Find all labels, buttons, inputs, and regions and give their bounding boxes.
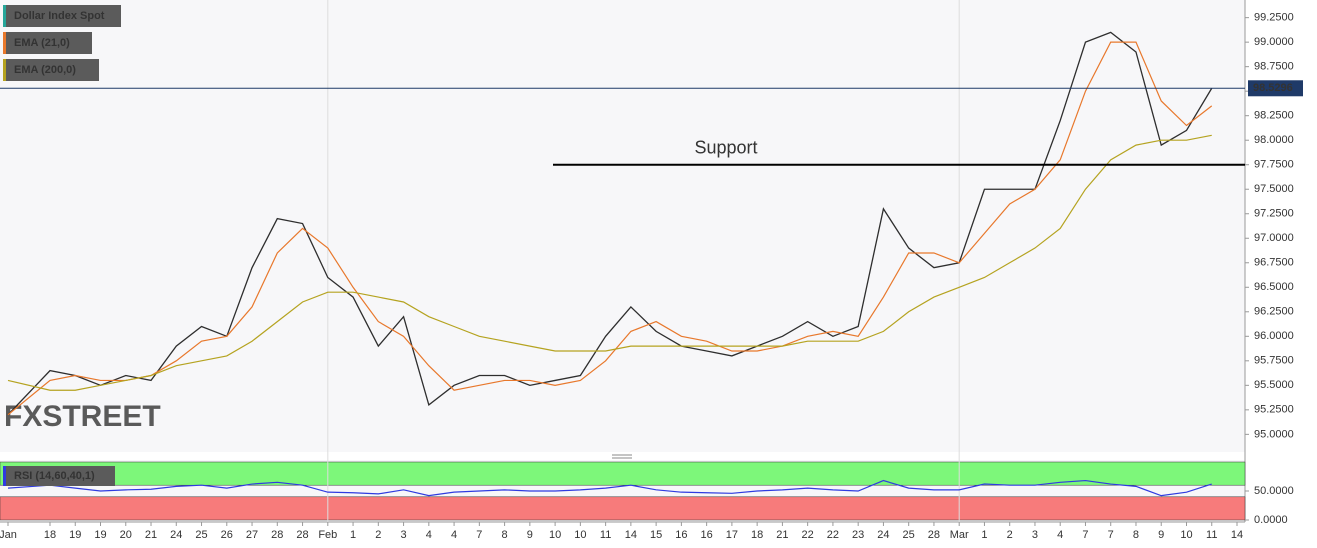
rsi-band [0,496,1246,521]
rsi-band [0,461,1246,486]
y-tick-label: 50.0000 [1254,485,1294,497]
x-tick-label: 14 [625,529,637,541]
legend-box [3,59,99,81]
x-tick-label: 7 [1082,529,1088,541]
x-tick-label: 19 [94,529,106,541]
x-tick-label: 23 [852,529,864,541]
x-tick-label: 1 [981,529,987,541]
y-tick-label: 97.7500 [1254,159,1294,171]
x-tick-label: 14 [1231,529,1243,541]
x-tick-label: 18 [44,529,56,541]
x-tick-label: 10 [574,529,586,541]
y-tick-label: 95.2500 [1254,404,1294,416]
y-tick-label: 98.7500 [1254,61,1294,73]
legend-swatch [3,466,6,486]
legend-box [3,32,92,54]
legend-box [3,466,115,486]
x-tick-label: 22 [802,529,814,541]
legend-label: EMA (200,0) [14,64,76,76]
x-tick-label: 8 [1133,529,1139,541]
x-tick-label: 9 [1158,529,1164,541]
legend-swatch [3,32,6,54]
legend-box [3,5,121,27]
x-tick-label: 18 [751,529,763,541]
series-line [7,41,1213,416]
x-tick-label: 16 [701,529,713,541]
x-tick-label: 25 [903,529,915,541]
x-tick-label: 26 [221,529,233,541]
x-tick-label: 15 [650,529,662,541]
x-tick-label: 21 [145,529,157,541]
x-tick-label: 19 [69,529,81,541]
y-tick-label: 97.5000 [1254,183,1294,195]
legend-label: Dollar Index Spot [14,10,105,22]
x-tick-label: 28 [928,529,940,541]
x-tick-label: 28 [271,529,283,541]
x-tick-label: 10 [1180,529,1192,541]
x-tick-label: 21 [776,529,788,541]
watermark: FXSTREET [4,400,161,433]
x-tick-label: 1 [350,529,356,541]
x-tick-label: 4 [1057,529,1063,541]
x-tick-label: 9 [527,529,533,541]
y-tick-label: 0.0000 [1254,514,1288,526]
legend-swatch [3,5,6,27]
x-tick-label: 4 [426,529,432,541]
x-tick-label: Mar [950,529,969,541]
x-tick-label: 3 [1032,529,1038,541]
y-tick-label: 99.2500 [1254,12,1294,24]
x-tick-label: 4 [451,529,457,541]
y-tick-label: 96.7500 [1254,257,1294,269]
last-price-box [1248,80,1303,97]
x-tick-label: 8 [502,529,508,541]
legend-label: EMA (21,0) [14,37,70,49]
x-tick-label: 10 [549,529,561,541]
x-tick-label: 20 [120,529,132,541]
x-tick-label: 17 [726,529,738,541]
series-line [7,134,1212,391]
support-label: Support [694,137,757,157]
x-tick-label: 27 [246,529,258,541]
last-price-label: 98.5296 [1253,82,1293,94]
x-tick-label: 28 [296,529,308,541]
y-tick-label: 96.0000 [1254,330,1294,342]
y-tick-label: 98.0000 [1254,134,1294,146]
y-tick-label: 95.7500 [1254,355,1294,367]
x-tick-label: 3 [401,529,407,541]
x-tick-label: 22 [827,529,839,541]
y-tick-label: 97.2500 [1254,208,1294,220]
series-line [7,31,1213,416]
y-tick-label: 95.0000 [1254,428,1294,440]
x-tick-label: Jan [0,529,17,541]
x-tick-label: 25 [195,529,207,541]
x-tick-label: 24 [877,529,889,541]
x-tick-label: 2 [375,529,381,541]
x-tick-label: 7 [1108,529,1114,541]
x-tick-label: Feb [318,529,337,541]
y-tick-label: 95.5000 [1254,379,1294,391]
x-tick-label: 11 [1206,529,1217,541]
y-tick-label: 96.2500 [1254,306,1294,318]
legend-swatch [3,59,6,81]
x-tick-label: 16 [675,529,687,541]
legend-label: RSI (14,60,40,1) [14,470,95,482]
x-tick-label: 2 [1007,529,1013,541]
y-tick-label: 96.5000 [1254,281,1294,293]
x-tick-label: 11 [600,529,611,541]
x-tick-label: 7 [476,529,482,541]
x-tick-label: 24 [170,529,182,541]
series-line [7,479,1212,497]
price-panel [0,0,1245,452]
y-tick-label: 97.0000 [1254,232,1294,244]
y-tick-label: 98.2500 [1254,110,1294,122]
y-tick-label: 99.0000 [1254,36,1294,48]
